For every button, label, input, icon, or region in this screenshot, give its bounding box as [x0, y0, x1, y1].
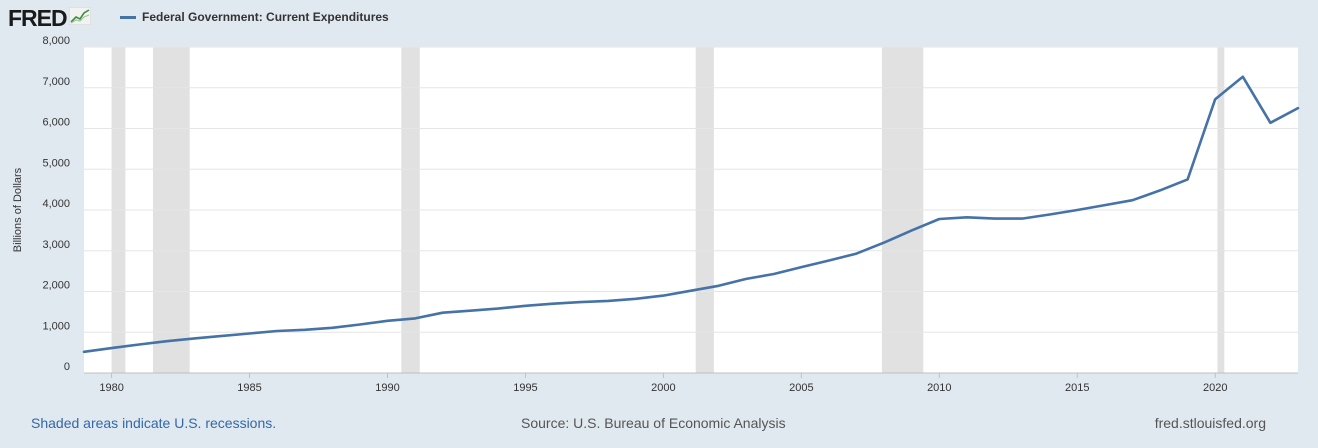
y-tick-label: 8,000 — [42, 35, 70, 47]
y-tick-label: 6,000 — [42, 117, 70, 129]
legend-label: Federal Government: Current Expenditures — [142, 10, 389, 24]
y-tick-label: 0 — [64, 361, 70, 373]
y-tick-label: 5,000 — [42, 157, 70, 169]
x-tick-label: 1995 — [513, 382, 537, 394]
x-tick-label: 2020 — [1203, 382, 1227, 394]
grid-layer — [84, 46, 1298, 333]
y-tick-label: 3,000 — [42, 239, 70, 251]
x-tick-label: 2010 — [927, 382, 951, 394]
y-tick-label: 2,000 — [42, 280, 70, 292]
y-tick-label: 4,000 — [42, 198, 70, 210]
fred-site-link[interactable]: fred.stlouisfed.org — [1154, 415, 1266, 431]
x-tick-label: 1990 — [375, 382, 399, 394]
y-tick-label: 7,000 — [42, 76, 70, 88]
chart-legend: Federal Government: Current Expenditures — [120, 10, 389, 24]
y-tick-label: 1,000 — [42, 320, 70, 332]
recession-note-link[interactable]: Shaded areas indicate U.S. recessions. — [31, 415, 277, 431]
y-axis-label: Billions of Dollars — [12, 167, 24, 252]
axis-layer: 0 1,000 2,000 3,000 4,000 5,000 6,000 7,000 8,00… — [42, 35, 1298, 394]
legend-swatch — [120, 15, 136, 19]
x-tick-label: 1985 — [237, 382, 261, 394]
series-line — [82, 75, 1300, 354]
logo-text: FRED — [8, 5, 68, 31]
x-tick-label: 2005 — [789, 382, 813, 394]
x-tick-label: 2000 — [651, 382, 675, 394]
header: FRED Federal Government: Current Expendi… — [0, 0, 1318, 40]
x-tick-label: 1980 — [99, 382, 123, 394]
x-tick-label: 2015 — [1065, 382, 1089, 394]
series-layer — [82, 75, 1300, 354]
source-text: Source: U.S. Bureau of Economic Analysis — [521, 415, 786, 431]
